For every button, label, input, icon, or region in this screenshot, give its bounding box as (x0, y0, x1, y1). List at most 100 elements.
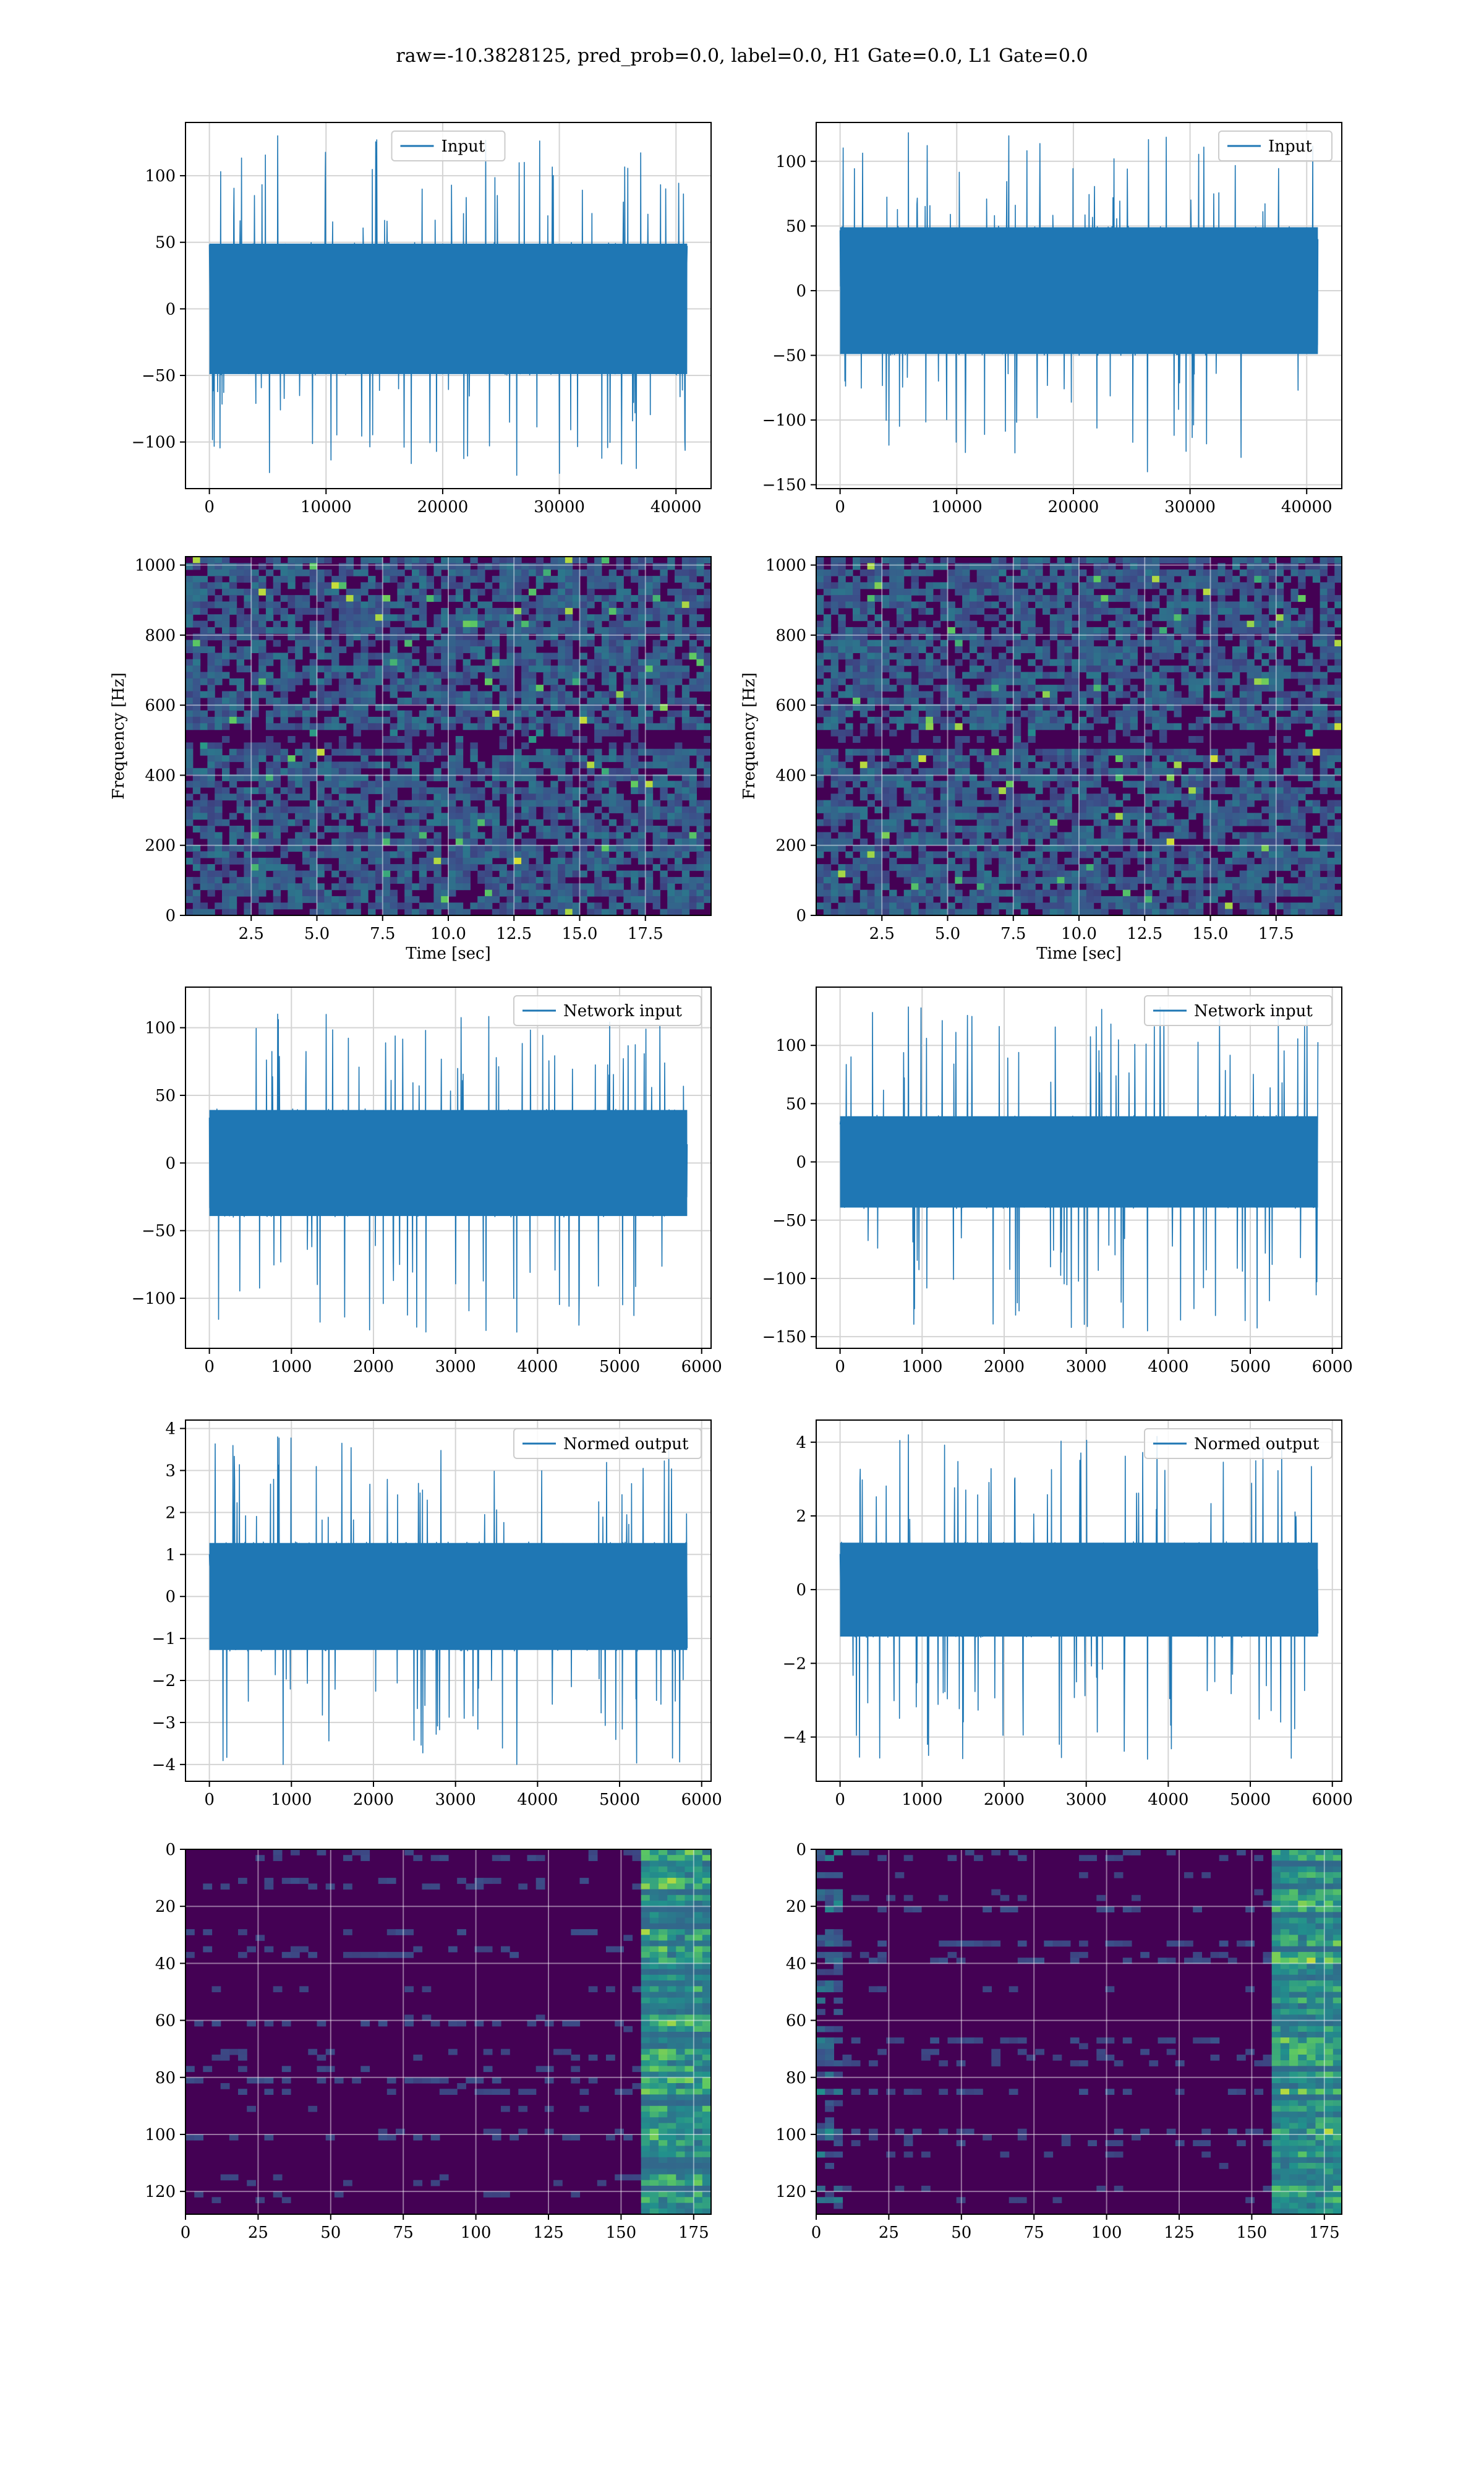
heatmap-cell (1298, 768, 1306, 775)
heatmap-cell (492, 896, 500, 903)
heatmap-cell (681, 774, 690, 782)
heatmap-cell (499, 845, 507, 852)
heatmap-cell (976, 569, 985, 576)
heatmap-cell (1122, 563, 1131, 570)
heatmap-cell (638, 697, 646, 704)
heatmap-cell (652, 761, 660, 769)
heatmap-cell (579, 826, 587, 833)
heatmap-cell (1283, 716, 1291, 724)
heatmap-cell (492, 672, 500, 679)
heatmap-cell (1159, 819, 1167, 826)
heatmap-cell (689, 614, 697, 622)
heatmap-cell (302, 672, 310, 679)
heatmap-cell (853, 813, 861, 820)
heatmap-cell (186, 563, 194, 570)
heatmap-cell (1072, 723, 1080, 730)
heatmap-cell (675, 851, 683, 858)
heatmap-cell (882, 620, 890, 628)
heatmap-cell (1239, 633, 1248, 641)
heatmap-cell (477, 653, 485, 660)
heatmap-cell (419, 697, 427, 704)
heatmap-cell (404, 633, 412, 641)
heatmap-cell (1181, 774, 1189, 782)
heatmap-cell (882, 761, 890, 769)
heatmap-cell (499, 672, 507, 679)
heatmap-cell (623, 826, 631, 833)
heatmap-cell (889, 774, 897, 782)
heatmap-cell (889, 563, 897, 570)
heatmap-cell (587, 672, 595, 679)
heatmap-cell (1232, 614, 1240, 622)
heatmap-cell (984, 800, 992, 807)
heatmap-cell (1166, 576, 1175, 583)
heatmap-cell (192, 672, 201, 679)
heatmap-cell (689, 588, 697, 596)
heatmap-cell (441, 813, 449, 820)
heatmap-cell (200, 582, 208, 589)
heatmap-cell (1013, 672, 1021, 679)
heatmap-cell (528, 800, 537, 807)
heatmap-cell (587, 838, 595, 845)
heatmap-cell (667, 627, 675, 634)
heatmap-cell (280, 627, 288, 634)
heatmap-cell (477, 710, 485, 717)
heatmap-cell (660, 832, 668, 839)
heatmap-cell (845, 748, 853, 756)
heatmap-cell (1020, 685, 1028, 692)
heatmap-cell (215, 557, 223, 563)
heatmap-cell (236, 653, 244, 660)
heatmap-cell (1013, 691, 1021, 698)
heatmap-cell (955, 710, 963, 717)
heatmap-cell (244, 748, 252, 756)
heatmap-cell (984, 614, 992, 622)
heatmap-cell (404, 819, 412, 826)
heatmap-cell (623, 723, 631, 730)
heatmap-cell (587, 716, 595, 724)
heatmap-cell (1079, 582, 1087, 589)
heatmap-cell (874, 653, 882, 660)
heatmap-cell (903, 748, 912, 756)
heatmap-cell (874, 774, 882, 782)
heatmap-cell (280, 876, 288, 884)
heatmap-cell (353, 569, 361, 576)
heatmap-cell (506, 627, 514, 634)
heatmap-cell (623, 768, 631, 775)
heatmap-cell (1159, 633, 1167, 641)
heatmap-cell (816, 748, 824, 756)
heatmap-cell (192, 678, 201, 685)
heatmap-cell (1188, 557, 1196, 563)
y-tick-label: 1000 (135, 557, 176, 575)
heatmap-cell (514, 659, 522, 666)
heatmap-cell (1232, 813, 1240, 820)
heatmap-cell (368, 819, 376, 826)
heatmap-cell (222, 768, 230, 775)
heatmap-cell (382, 672, 391, 679)
heatmap-cell (675, 742, 683, 750)
heatmap-cell (638, 787, 646, 794)
heatmap-cell (412, 563, 420, 570)
heatmap-cell (830, 653, 838, 660)
heatmap-cell (1268, 736, 1277, 743)
heatmap-cell (1239, 774, 1248, 782)
heatmap-cell (1268, 620, 1277, 628)
heatmap-cell (492, 595, 500, 602)
heatmap-cell (1101, 627, 1109, 634)
heatmap-cell (601, 864, 610, 871)
heatmap-cell (976, 691, 985, 698)
heatmap-cell (999, 595, 1007, 602)
heatmap-cell (1057, 659, 1065, 666)
heatmap-cell (652, 781, 660, 788)
heatmap-cell (681, 813, 690, 820)
heatmap-cell (302, 787, 310, 794)
heatmap-cell (896, 813, 905, 820)
heatmap-cell (1122, 633, 1131, 641)
heatmap-cell (918, 640, 926, 647)
heatmap-cell (368, 672, 376, 679)
heatmap-cell (1020, 691, 1028, 698)
heatmap-cell (550, 691, 558, 698)
heatmap-cell (1247, 716, 1255, 724)
heatmap-cell (1130, 653, 1138, 660)
heatmap-cell (616, 646, 624, 653)
heatmap-cell (280, 748, 288, 756)
heatmap-cell (1057, 774, 1065, 782)
